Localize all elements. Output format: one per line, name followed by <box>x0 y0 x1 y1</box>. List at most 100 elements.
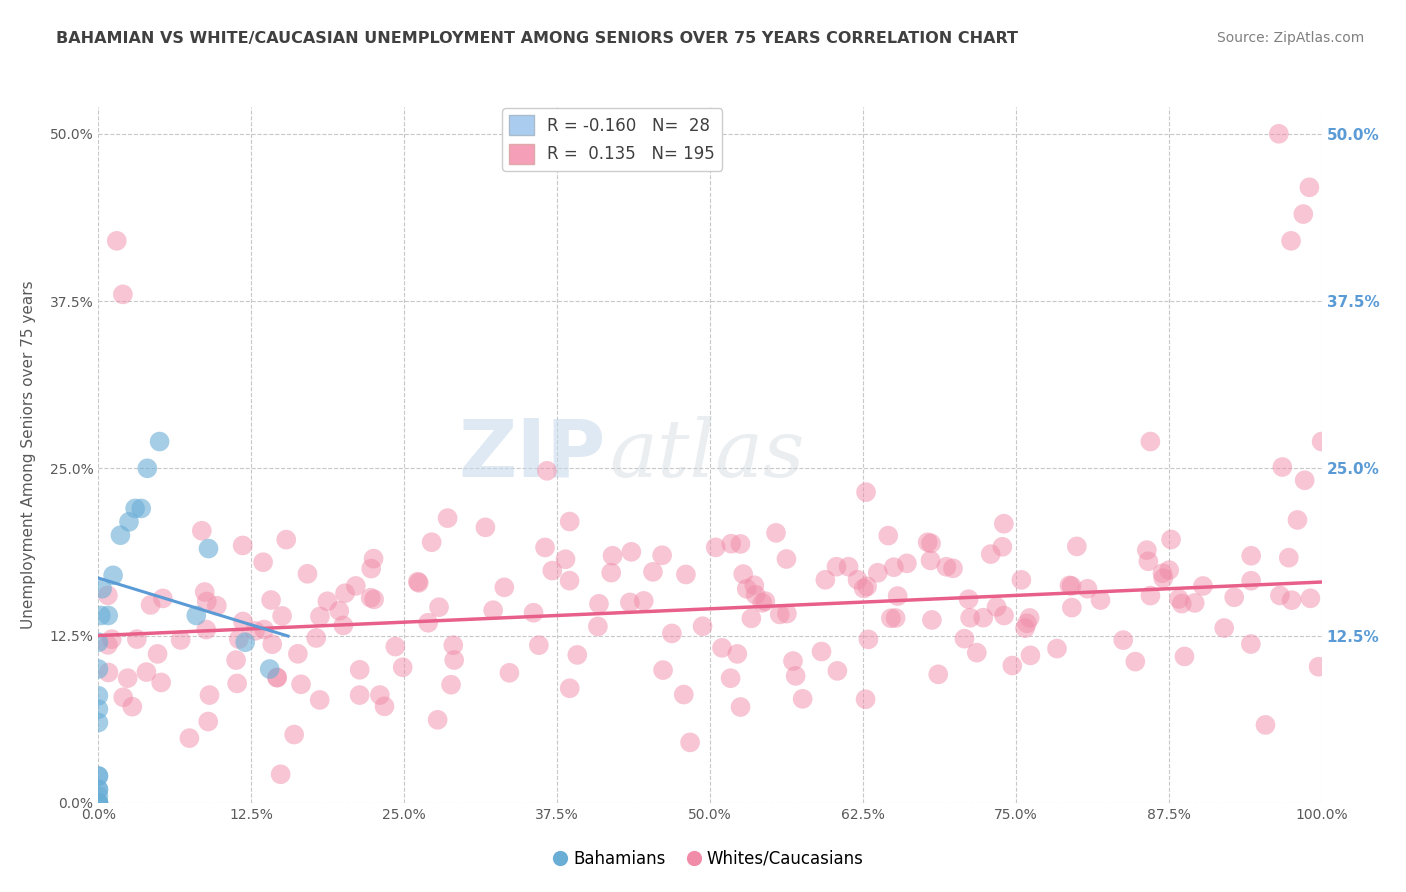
Point <box>368 688 391 702</box>
Point <box>1240 637 1263 651</box>
Point <box>494 580 516 594</box>
Point <box>426 713 449 727</box>
Legend: Bahamians, Whites/Caucasians: Bahamians, Whites/Caucasians <box>550 843 870 874</box>
Point <box>287 647 309 661</box>
Point <box>880 611 903 625</box>
Point <box>233 635 256 649</box>
Point <box>87 715 110 730</box>
Point <box>754 594 776 608</box>
Point <box>1136 543 1159 558</box>
Point <box>152 591 174 606</box>
Point <box>91 582 114 596</box>
Point <box>1294 473 1316 487</box>
Point <box>97 588 120 602</box>
Point <box>704 541 727 555</box>
Point <box>169 632 191 647</box>
Point <box>105 234 128 248</box>
Point <box>558 681 581 696</box>
Point <box>1299 591 1322 606</box>
Point <box>283 728 305 742</box>
Point <box>276 533 298 547</box>
Point <box>1171 597 1194 611</box>
Point <box>391 660 413 674</box>
Point <box>191 524 214 538</box>
Point <box>588 597 610 611</box>
Point <box>920 553 942 567</box>
Point <box>720 671 742 685</box>
Point <box>117 671 139 685</box>
Point <box>541 564 564 578</box>
Point <box>742 578 765 592</box>
Point <box>782 654 804 668</box>
Point <box>316 594 339 608</box>
Point <box>129 501 152 516</box>
Point <box>1137 554 1160 568</box>
Point <box>993 516 1015 531</box>
Point <box>418 615 440 630</box>
Point <box>1240 574 1263 588</box>
Point <box>420 535 443 549</box>
Point <box>228 632 250 646</box>
Point <box>641 565 664 579</box>
Point <box>232 615 254 629</box>
Point <box>1059 578 1081 592</box>
Point <box>110 528 132 542</box>
Point <box>125 632 148 646</box>
Point <box>765 525 787 540</box>
Point <box>1268 589 1291 603</box>
Point <box>1286 513 1309 527</box>
Point <box>139 598 162 612</box>
Point <box>436 511 458 525</box>
Point <box>136 461 159 475</box>
Point <box>522 606 544 620</box>
Point <box>810 644 832 658</box>
Point <box>408 575 430 590</box>
Point <box>100 632 122 647</box>
Point <box>896 557 918 571</box>
Point <box>679 735 702 749</box>
Point <box>536 464 558 478</box>
Point <box>1184 596 1206 610</box>
Point <box>769 607 792 622</box>
Point <box>1090 593 1112 607</box>
Point <box>1213 621 1236 635</box>
Point <box>744 588 766 602</box>
Point <box>266 671 288 685</box>
Point <box>672 688 695 702</box>
Point <box>118 515 141 529</box>
Point <box>97 608 120 623</box>
Point <box>980 547 1002 561</box>
Point <box>1173 649 1195 664</box>
Point <box>197 714 219 729</box>
Point <box>87 782 110 797</box>
Point <box>205 599 228 613</box>
Point <box>991 540 1014 554</box>
Point <box>440 678 463 692</box>
Point <box>260 593 283 607</box>
Point <box>1014 621 1036 635</box>
Point <box>1060 579 1083 593</box>
Point <box>87 796 110 810</box>
Point <box>920 536 942 550</box>
Point <box>308 693 330 707</box>
Point <box>194 585 217 599</box>
Point <box>792 691 814 706</box>
Point <box>1240 549 1263 563</box>
Point <box>1076 582 1098 596</box>
Point <box>957 592 980 607</box>
Text: Source: ZipAtlas.com: Source: ZipAtlas.com <box>1216 31 1364 45</box>
Point <box>1112 633 1135 648</box>
Point <box>252 555 274 569</box>
Point <box>443 653 465 667</box>
Point <box>942 561 965 575</box>
Point <box>441 638 464 652</box>
Point <box>186 608 208 623</box>
Point <box>474 520 496 534</box>
Point <box>725 647 748 661</box>
Point <box>730 537 752 551</box>
Text: BAHAMIAN VS WHITE/CAUCASIAN UNEMPLOYMENT AMONG SENIORS OVER 75 YEARS CORRELATION: BAHAMIAN VS WHITE/CAUCASIAN UNEMPLOYMENT… <box>56 31 1018 46</box>
Point <box>297 566 319 581</box>
Point <box>846 573 869 587</box>
Point <box>112 690 135 705</box>
Point <box>775 552 797 566</box>
